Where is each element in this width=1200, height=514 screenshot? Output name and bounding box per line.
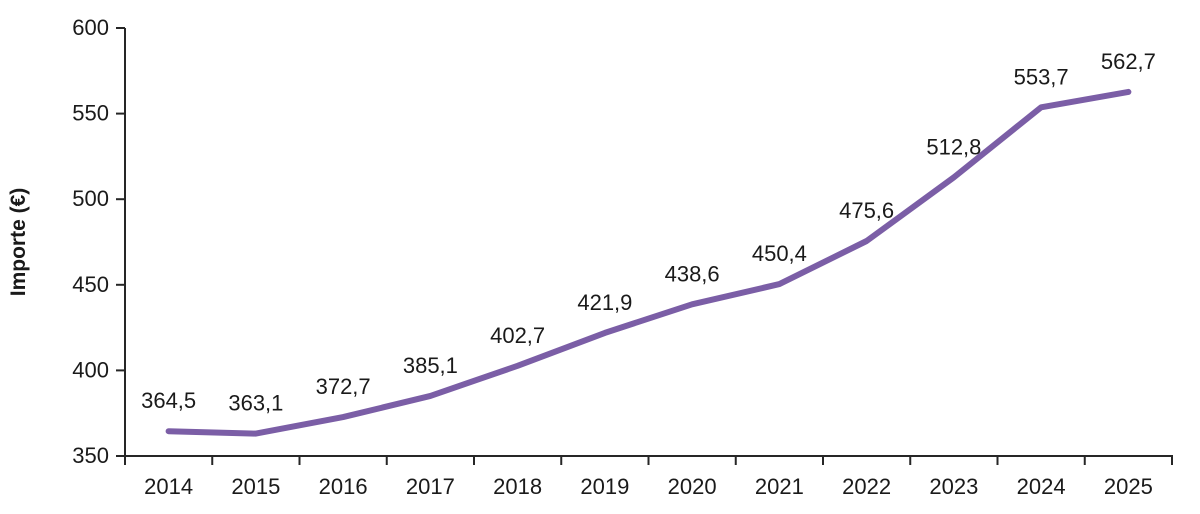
data-label: 475,6: [839, 198, 894, 223]
y-axis-title: Importe (€): [7, 188, 30, 297]
y-tick-label: 400: [72, 357, 109, 382]
data-label: 512,8: [926, 134, 981, 159]
data-label: 438,6: [665, 261, 720, 286]
x-tick-label: 2016: [319, 474, 368, 499]
x-tick-label: 2018: [493, 474, 542, 499]
x-tick-label: 2023: [929, 474, 978, 499]
y-tick-label: 350: [72, 443, 109, 468]
data-label: 385,1: [403, 353, 458, 378]
y-tick-label: 450: [72, 272, 109, 297]
x-tick-label: 2024: [1017, 474, 1066, 499]
y-tick-label: 550: [72, 101, 109, 126]
data-label: 562,7: [1101, 49, 1156, 74]
data-label: 450,4: [752, 241, 807, 266]
x-tick-label: 2020: [668, 474, 717, 499]
x-tick-label: 2019: [580, 474, 629, 499]
data-label: 364,5: [141, 388, 196, 413]
data-label: 363,1: [228, 391, 283, 416]
data-label: 553,7: [1014, 64, 1069, 89]
y-tick-label: 600: [72, 15, 109, 40]
x-tick-label: 2017: [406, 474, 455, 499]
x-tick-label: 2025: [1104, 474, 1153, 499]
x-tick-label: 2015: [231, 474, 280, 499]
series-line: [165, 88, 1132, 437]
x-tick-label: 2022: [842, 474, 891, 499]
x-tick-label: 2014: [144, 474, 193, 499]
data-label: 421,9: [577, 290, 632, 315]
x-tick-label: 2021: [755, 474, 804, 499]
data-label: 372,7: [316, 374, 371, 399]
data-label: 402,7: [490, 323, 545, 348]
y-tick-label: 500: [72, 186, 109, 211]
